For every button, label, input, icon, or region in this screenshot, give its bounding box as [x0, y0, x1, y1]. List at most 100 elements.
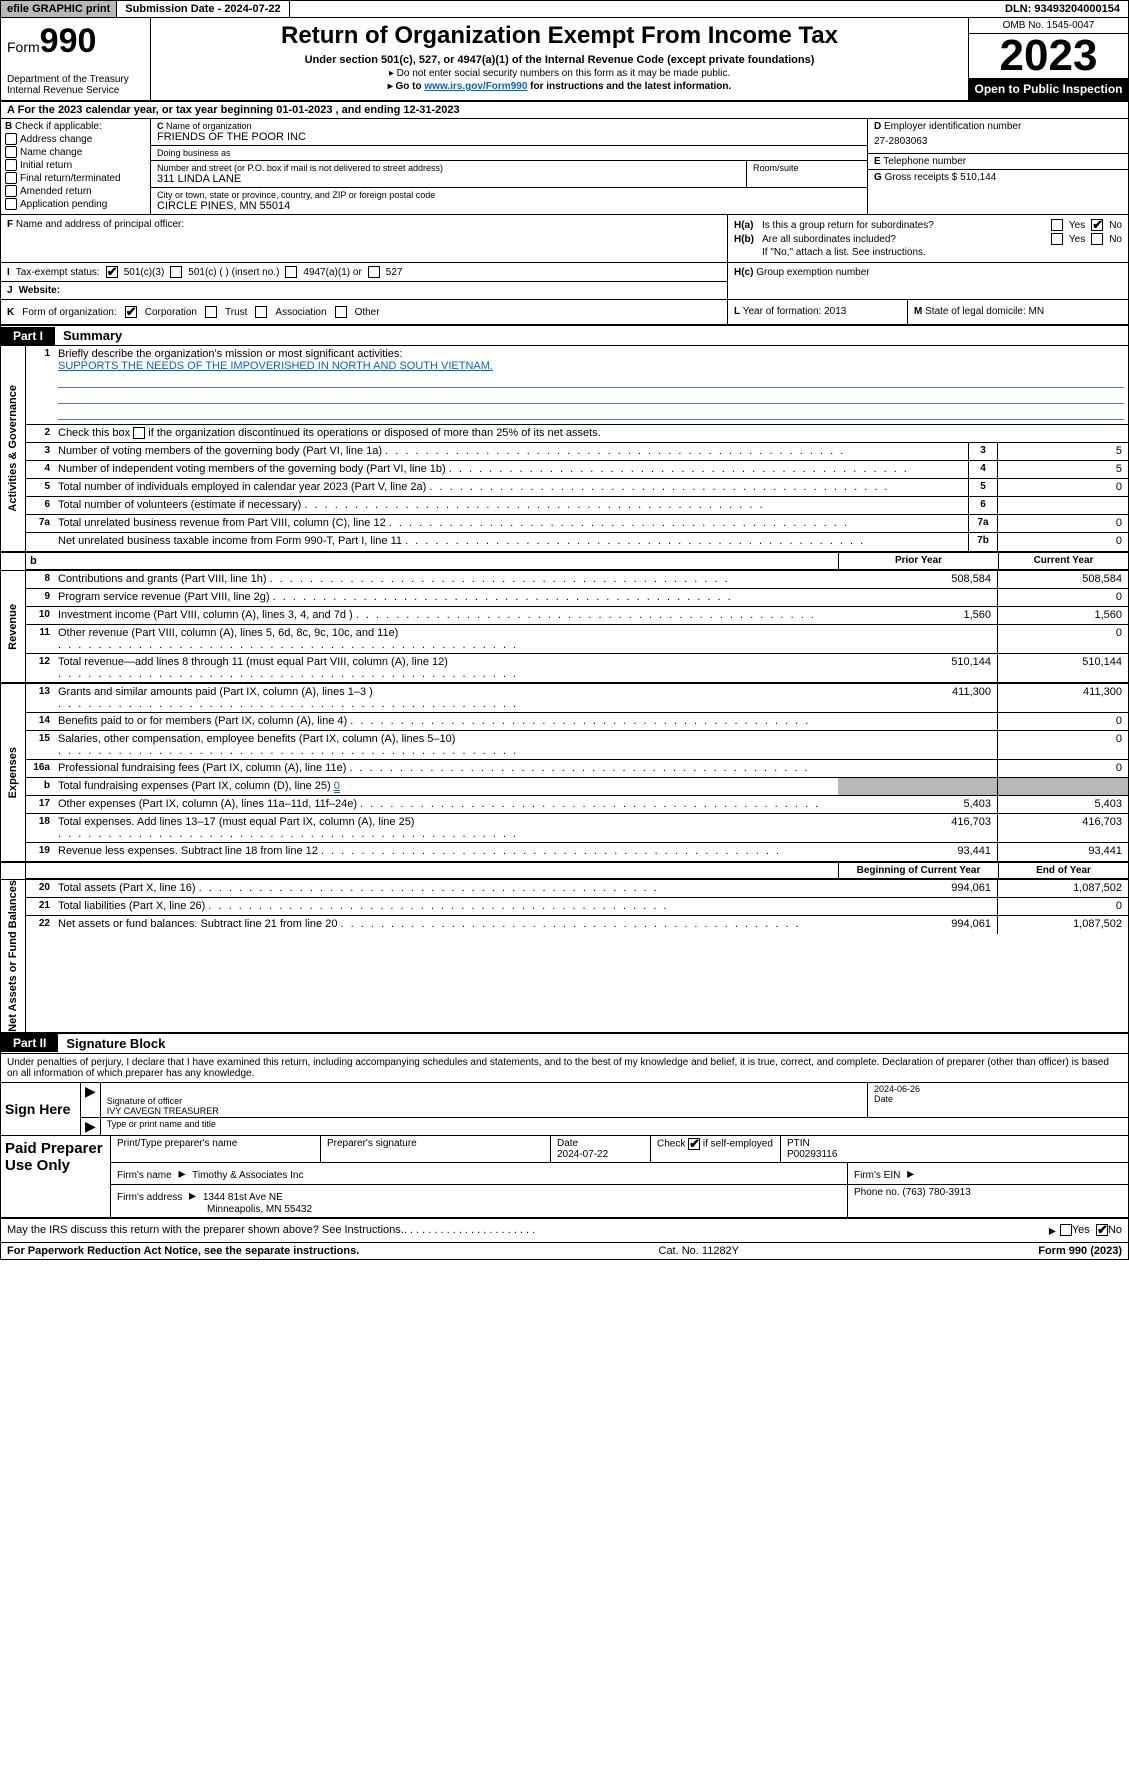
row-a-tax-year: A For the 2023 calendar year, or tax yea…: [1, 102, 1128, 119]
hb-note: If "No," attach a list. See instructions…: [762, 247, 1122, 258]
chk-4947[interactable]: [285, 266, 297, 278]
summary-row: 11Other revenue (Part VIII, column (A), …: [26, 625, 1128, 654]
firm-name-label: Firm's name: [117, 1170, 172, 1181]
ha-no[interactable]: [1091, 219, 1103, 231]
officer-name: IVY CAVEGN TREASURER: [107, 1106, 861, 1116]
preparer-date: 2024-07-22: [557, 1149, 608, 1160]
hb-yes[interactable]: [1051, 233, 1063, 245]
summary-row: 21Total liabilities (Part X, line 26) 0: [26, 898, 1128, 916]
chk-501c3[interactable]: [106, 266, 118, 278]
row-ijh: I Tax-exempt status: 501(c)(3) 501(c) ( …: [1, 263, 1128, 300]
state-domicile: MN: [1029, 306, 1045, 317]
col-current-year: Current Year: [998, 553, 1128, 569]
irs-link[interactable]: www.irs.gov/Form990: [424, 81, 527, 92]
summary-row: 8Contributions and grants (Part VIII, li…: [26, 571, 1128, 589]
tax-year: 2023: [969, 34, 1128, 78]
form-990-number: 990: [40, 22, 97, 60]
summary-row: 20Total assets (Part X, line 16) 994,061…: [26, 880, 1128, 898]
part1-title: Summary: [55, 326, 130, 345]
city-label: City or town, state or province, country…: [157, 190, 861, 200]
room-label: Room/suite: [753, 163, 861, 173]
chk-527[interactable]: [368, 266, 380, 278]
top-bar: efile GRAPHIC print Submission Date - 20…: [0, 0, 1129, 18]
firm-name: Timothy & Associates Inc: [192, 1170, 303, 1181]
discuss-row: May the IRS discuss this return with the…: [1, 1219, 1128, 1243]
city-value: CIRCLE PINES, MN 55014: [157, 200, 861, 212]
website-row: J Website:: [1, 282, 727, 299]
paperwork-notice: For Paperwork Reduction Act Notice, see …: [7, 1245, 359, 1257]
firm-addr2: Minneapolis, MN 55432: [117, 1204, 312, 1215]
form-title: Return of Organization Exempt From Incom…: [157, 22, 962, 50]
sign-here-label: Sign Here: [1, 1083, 81, 1135]
chk-association[interactable]: [255, 306, 267, 318]
chk-amended[interactable]: [5, 185, 17, 197]
ha-label: H(a): [734, 220, 762, 231]
chk-final-return[interactable]: [5, 172, 17, 184]
expenses-section: Expenses 13Grants and similar amounts pa…: [1, 684, 1128, 863]
summary-row: 4Number of independent voting members of…: [26, 461, 1128, 479]
revenue-header: b Prior Year Current Year: [1, 553, 1128, 571]
firm-phone-label: Phone no.: [854, 1187, 900, 1198]
ein-value: 27-2803063: [874, 132, 1122, 151]
firm-addr-label: Firm's address: [117, 1192, 182, 1203]
chk-corporation[interactable]: [125, 306, 137, 318]
sig-date-label: Date: [874, 1094, 1122, 1104]
footer-row: For Paperwork Reduction Act Notice, see …: [1, 1243, 1128, 1259]
arrow-icon: ▶: [81, 1083, 101, 1117]
signature-block: Under penalties of perjury, I declare th…: [1, 1054, 1128, 1136]
org-name: FRIENDS OF THE POOR INC: [157, 131, 861, 143]
chk-other[interactable]: [335, 306, 347, 318]
form-header: Form990 Department of the Treasury Inter…: [1, 18, 1128, 102]
ha-yes[interactable]: [1051, 219, 1063, 231]
form-ref: Form 990 (2023): [1038, 1245, 1122, 1257]
gross-value: 510,144: [960, 172, 996, 183]
summary-row: 19Revenue less expenses. Subtract line 1…: [26, 843, 1128, 861]
hb-label: H(b): [734, 234, 762, 245]
chk-discontinued[interactable]: [133, 427, 145, 439]
summary-row: 3Number of voting members of the governi…: [26, 443, 1128, 461]
firm-ein-label: Firm's EIN: [854, 1170, 900, 1181]
summary-row: Net unrelated business taxable income fr…: [26, 533, 1128, 551]
row-fh: F Name and address of principal officer:…: [1, 215, 1128, 263]
col-end-year: End of Year: [998, 863, 1128, 878]
part2-title: Signature Block: [58, 1034, 173, 1053]
firm-phone: (763) 780-3913: [902, 1187, 970, 1198]
gross-label: Gross receipts $: [885, 172, 958, 183]
row-klm: K Form of organization: Corporation Trus…: [1, 300, 1128, 326]
summary-row: 5Total number of individuals employed in…: [26, 479, 1128, 497]
col-begin-year: Beginning of Current Year: [838, 863, 998, 878]
firm-addr1: 1344 81st Ave NE: [203, 1192, 283, 1203]
summary-row: 18Total expenses. Add lines 13–17 (must …: [26, 814, 1128, 843]
sig-officer-label: Signature of officer: [107, 1096, 861, 1106]
form-prefix: Form: [7, 39, 40, 55]
discuss-text: May the IRS discuss this return with the…: [7, 1224, 404, 1236]
chk-name-change[interactable]: [5, 146, 17, 158]
phone-label: Telephone number: [883, 156, 966, 167]
chk-initial-return[interactable]: [5, 159, 17, 171]
col-c-org-info: C Name of organization FRIENDS OF THE PO…: [151, 119, 868, 214]
preparer-date-label: Date: [557, 1138, 578, 1149]
chk-501c[interactable]: [170, 266, 182, 278]
hc-text: Group exemption number: [756, 267, 869, 278]
discuss-no[interactable]: [1096, 1224, 1108, 1236]
summary-row: 6Total number of volunteers (estimate if…: [26, 497, 1128, 515]
discuss-yes[interactable]: [1060, 1224, 1072, 1236]
chk-self-employed[interactable]: [688, 1138, 700, 1150]
netassets-header: Beginning of Current Year End of Year: [1, 863, 1128, 880]
section-bcd: B Check if applicable: Address change Na…: [1, 119, 1128, 215]
hc-label: H(c): [734, 267, 753, 278]
ha-text: Is this a group return for subordinates?: [762, 220, 1051, 231]
paid-preparer-label: Paid Preparer Use Only: [1, 1136, 111, 1217]
year-formation-label: Year of formation:: [743, 306, 822, 317]
revenue-section: Revenue 8Contributions and grants (Part …: [1, 571, 1128, 684]
summary-row: 16aProfessional fundraising fees (Part I…: [26, 760, 1128, 778]
chk-trust[interactable]: [205, 306, 217, 318]
tax-exempt-label: Tax-exempt status:: [16, 267, 100, 278]
chk-app-pending[interactable]: [5, 198, 17, 210]
hb-no[interactable]: [1091, 233, 1103, 245]
efile-label[interactable]: efile GRAPHIC print: [1, 1, 117, 17]
line2: Check this box if the organization disco…: [54, 425, 1128, 442]
chk-address-change[interactable]: [5, 133, 17, 145]
self-employed-label: Check: [657, 1138, 688, 1149]
part2-header-row: Part II Signature Block: [1, 1034, 1128, 1054]
